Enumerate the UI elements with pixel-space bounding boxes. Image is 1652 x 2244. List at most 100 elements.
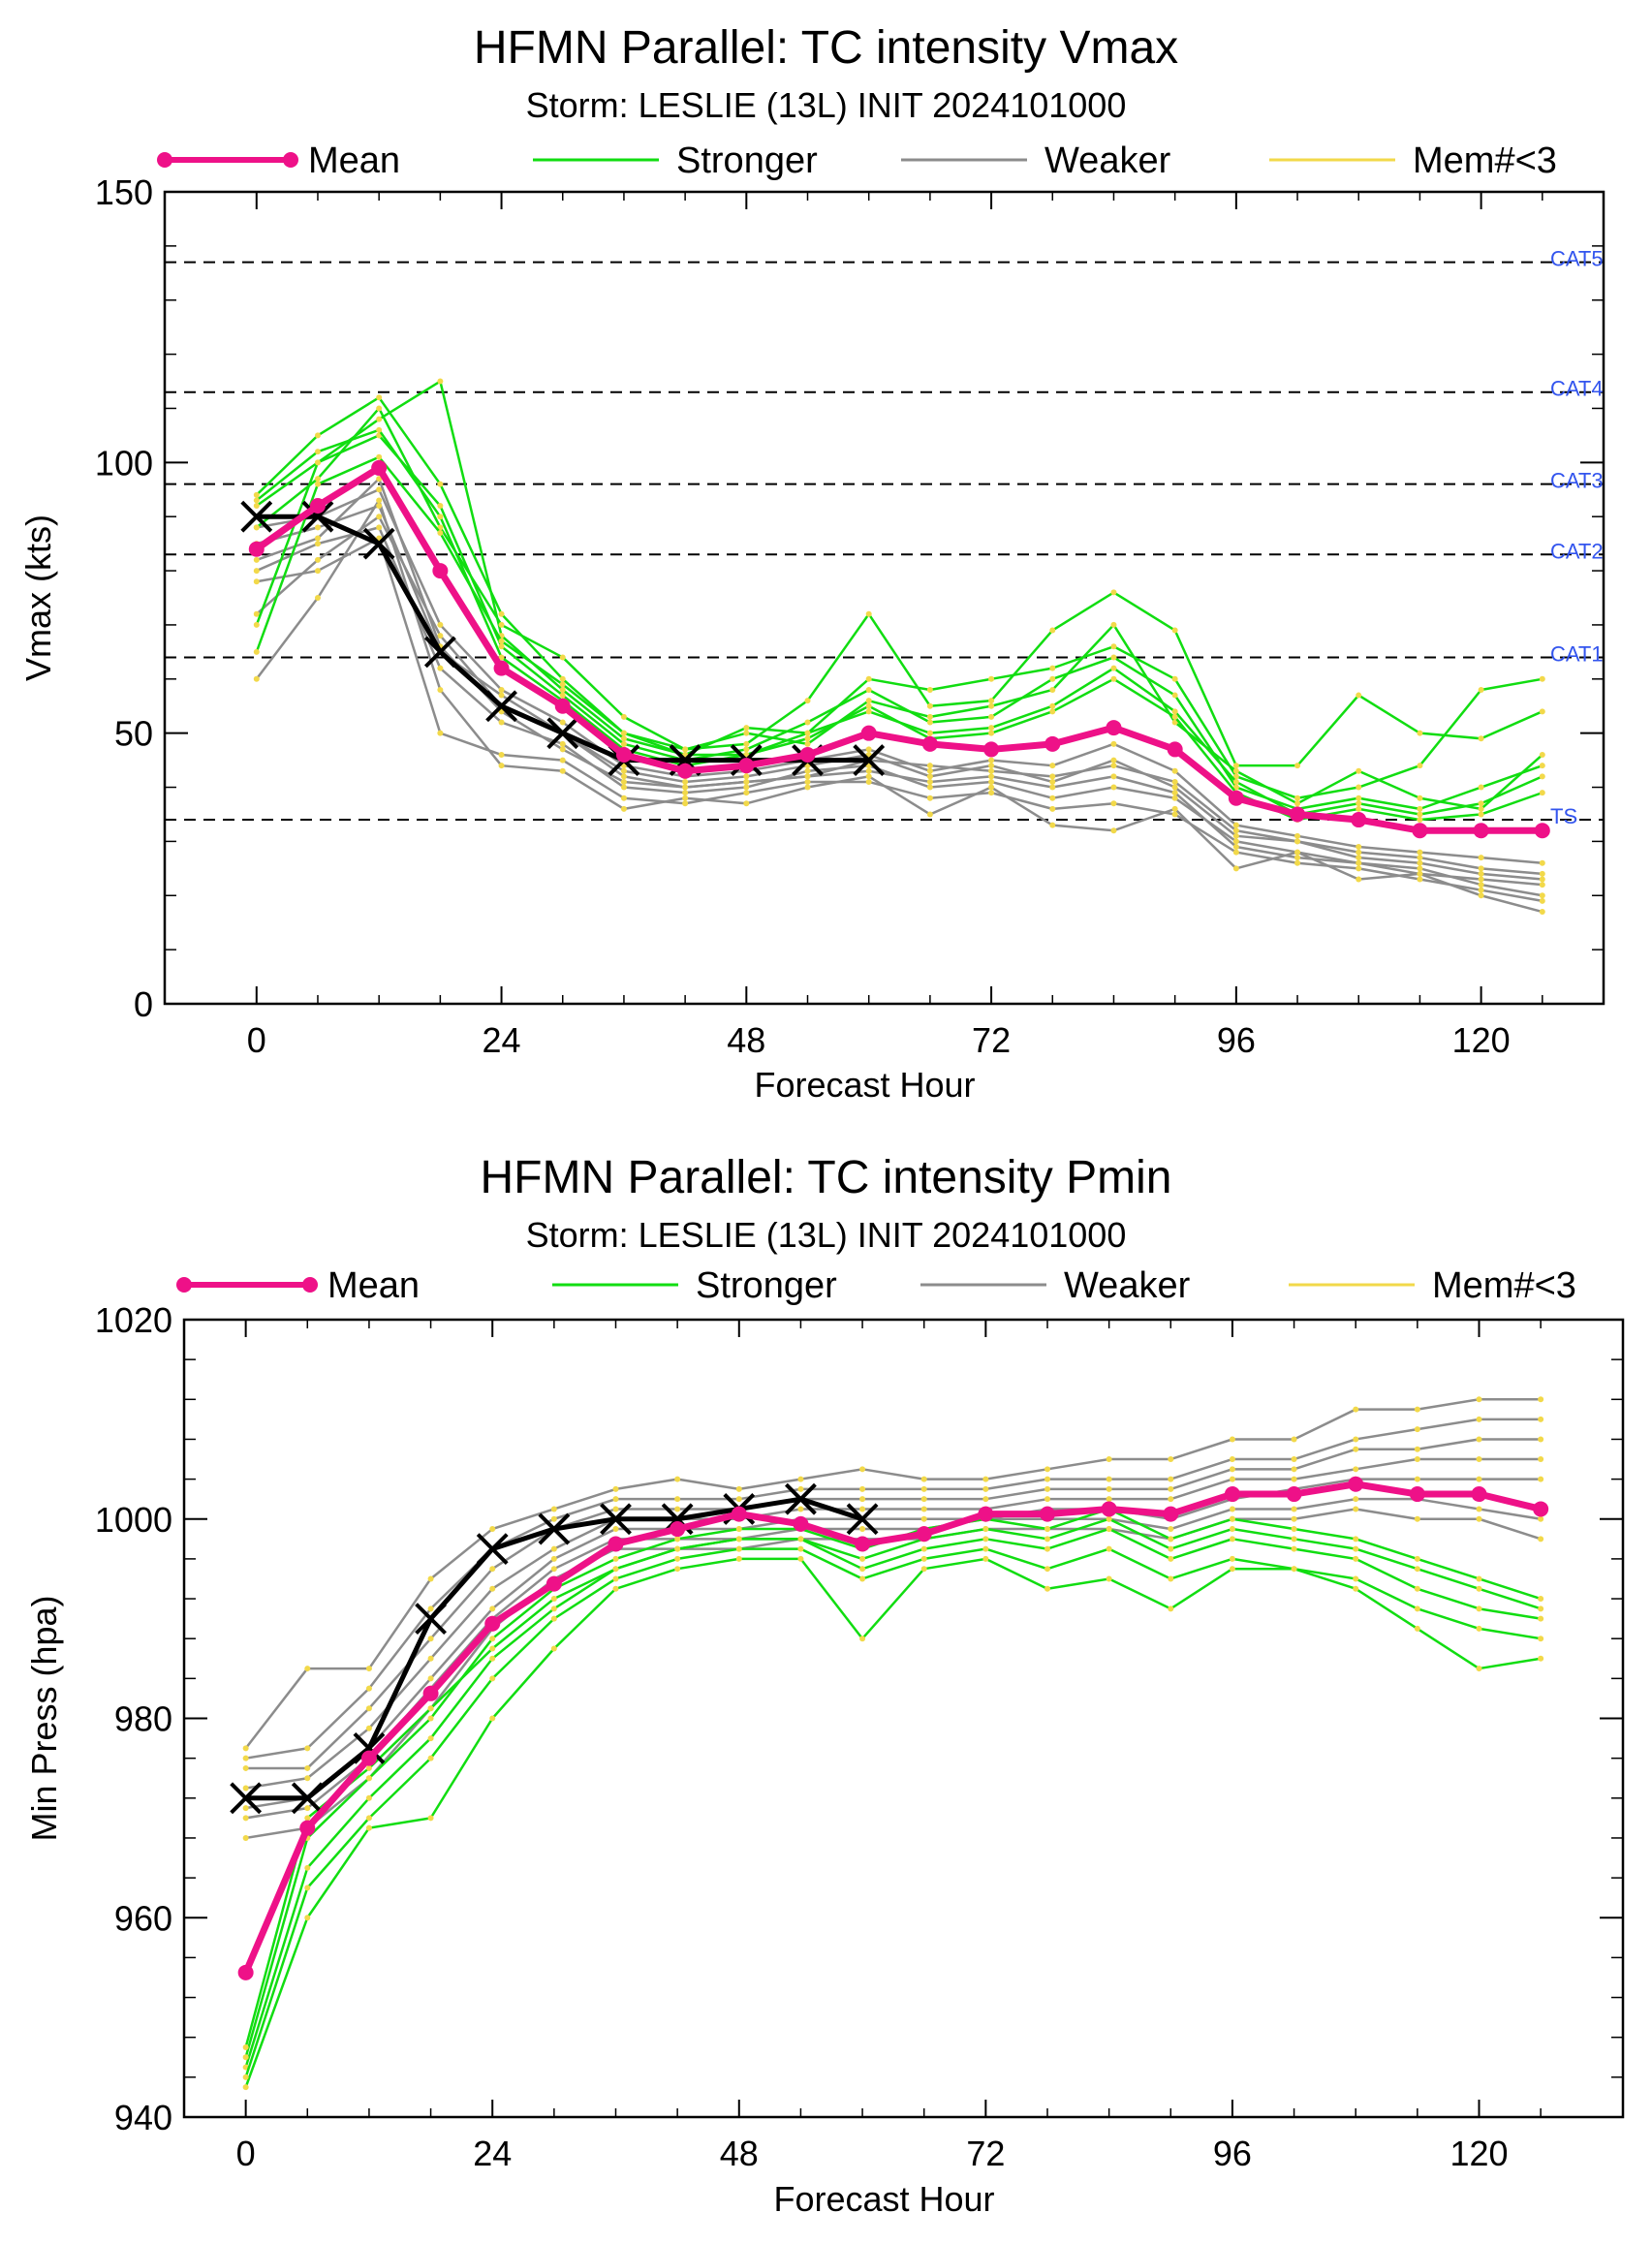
member-point — [735, 1485, 742, 1492]
stronger-member-line — [244, 1508, 1542, 2058]
member-point — [550, 1615, 557, 1622]
member-point — [550, 1605, 557, 1612]
member-point — [804, 735, 811, 742]
mean-point — [1290, 806, 1306, 823]
mean-point — [793, 1515, 809, 1532]
member-point — [1353, 1536, 1359, 1543]
member-point — [1171, 767, 1178, 774]
member-point — [1417, 763, 1423, 769]
member-point — [1539, 675, 1545, 682]
member-point — [1476, 1396, 1482, 1403]
member-point — [376, 453, 383, 460]
member-point — [620, 773, 627, 780]
y-tick-label: 150 — [95, 172, 153, 212]
member-point — [1414, 1625, 1420, 1632]
member-point — [550, 1596, 557, 1603]
member-point — [1110, 784, 1117, 791]
mean-point — [371, 459, 388, 476]
series-group — [230, 1396, 1549, 2091]
member-point — [1110, 757, 1117, 764]
legend: Mean Stronger Weaker Mem#<3 — [176, 1265, 1576, 1306]
member-point — [242, 2084, 249, 2091]
member-point — [982, 1496, 989, 1503]
member-point — [1171, 784, 1178, 791]
member-point — [559, 767, 566, 774]
member-point — [743, 800, 750, 807]
member-point — [1538, 1416, 1544, 1422]
member-point — [1229, 1515, 1235, 1522]
member-point — [1229, 1555, 1235, 1562]
stronger-member-line — [256, 434, 1543, 811]
member-point — [1110, 665, 1117, 671]
member-point — [253, 497, 260, 504]
best-track-marker — [353, 1731, 386, 1764]
member-point — [988, 730, 995, 736]
member-point — [1229, 1536, 1235, 1543]
member-point — [1353, 1406, 1359, 1413]
x-tick-label: 0 — [247, 1020, 266, 1060]
member-point — [804, 773, 811, 780]
mean-line — [242, 1480, 1542, 1975]
member-point — [1171, 675, 1178, 682]
member-point — [489, 1526, 496, 1533]
mean-point — [484, 1615, 501, 1632]
chart-subtitle: Storm: LESLIE (13L) INIT 2024101000 — [525, 85, 1127, 125]
member-point — [1044, 1526, 1050, 1533]
weaker-member-line — [245, 1478, 1542, 1810]
member-point — [920, 1506, 927, 1512]
member-point — [1229, 1526, 1235, 1533]
member-point — [550, 1645, 557, 1652]
member-point — [612, 1506, 619, 1512]
member-point — [559, 681, 566, 688]
member-point — [1232, 767, 1239, 774]
member-point — [1049, 708, 1056, 715]
member-point — [304, 1666, 311, 1672]
member-point — [1229, 1466, 1235, 1473]
x-tick-label: 72 — [972, 1020, 1011, 1060]
member-point — [1478, 805, 1484, 812]
member-point — [1539, 897, 1545, 904]
member-point — [314, 535, 321, 542]
member-point — [1478, 887, 1484, 893]
member-point — [304, 1764, 311, 1771]
member-point — [735, 1536, 742, 1543]
member-point — [1049, 675, 1056, 682]
member-point — [1229, 1566, 1235, 1573]
member-point — [620, 735, 627, 742]
member-point — [926, 730, 933, 736]
member-point — [865, 708, 872, 715]
member-point — [365, 1775, 372, 1782]
member-point — [1232, 832, 1239, 839]
member-point — [437, 378, 444, 385]
member-point — [365, 1685, 372, 1692]
member-point — [1356, 843, 1362, 850]
member-point — [926, 702, 933, 709]
member-point — [859, 1575, 866, 1582]
member-point — [988, 702, 995, 709]
mean-point — [1044, 735, 1061, 752]
mean-point — [493, 660, 510, 676]
member-point — [1414, 1515, 1420, 1522]
member-point — [1417, 865, 1423, 872]
member-point — [242, 2054, 249, 2061]
member-point — [1110, 800, 1117, 807]
vmax-chart: Mean Stronger Weaker Mem#<3 CAT5 CAT4 CAT3 CAT2… — [18, 140, 1605, 1105]
member-point — [620, 805, 627, 812]
member-point — [1171, 805, 1178, 812]
member-point — [242, 1764, 249, 1771]
member-point — [314, 556, 321, 563]
member-point — [498, 763, 505, 769]
member-point — [1294, 849, 1301, 856]
member-point — [1417, 870, 1423, 877]
member-point — [1356, 865, 1362, 872]
member-point — [612, 1575, 619, 1582]
member-point — [376, 426, 383, 433]
member-point — [314, 481, 321, 487]
best-track-marker — [546, 717, 579, 750]
member-point — [1414, 1585, 1420, 1592]
series-group — [240, 378, 1550, 916]
member-point — [437, 621, 444, 628]
member-point — [304, 1775, 311, 1782]
member-point — [1049, 665, 1056, 671]
member-point — [427, 1605, 434, 1612]
